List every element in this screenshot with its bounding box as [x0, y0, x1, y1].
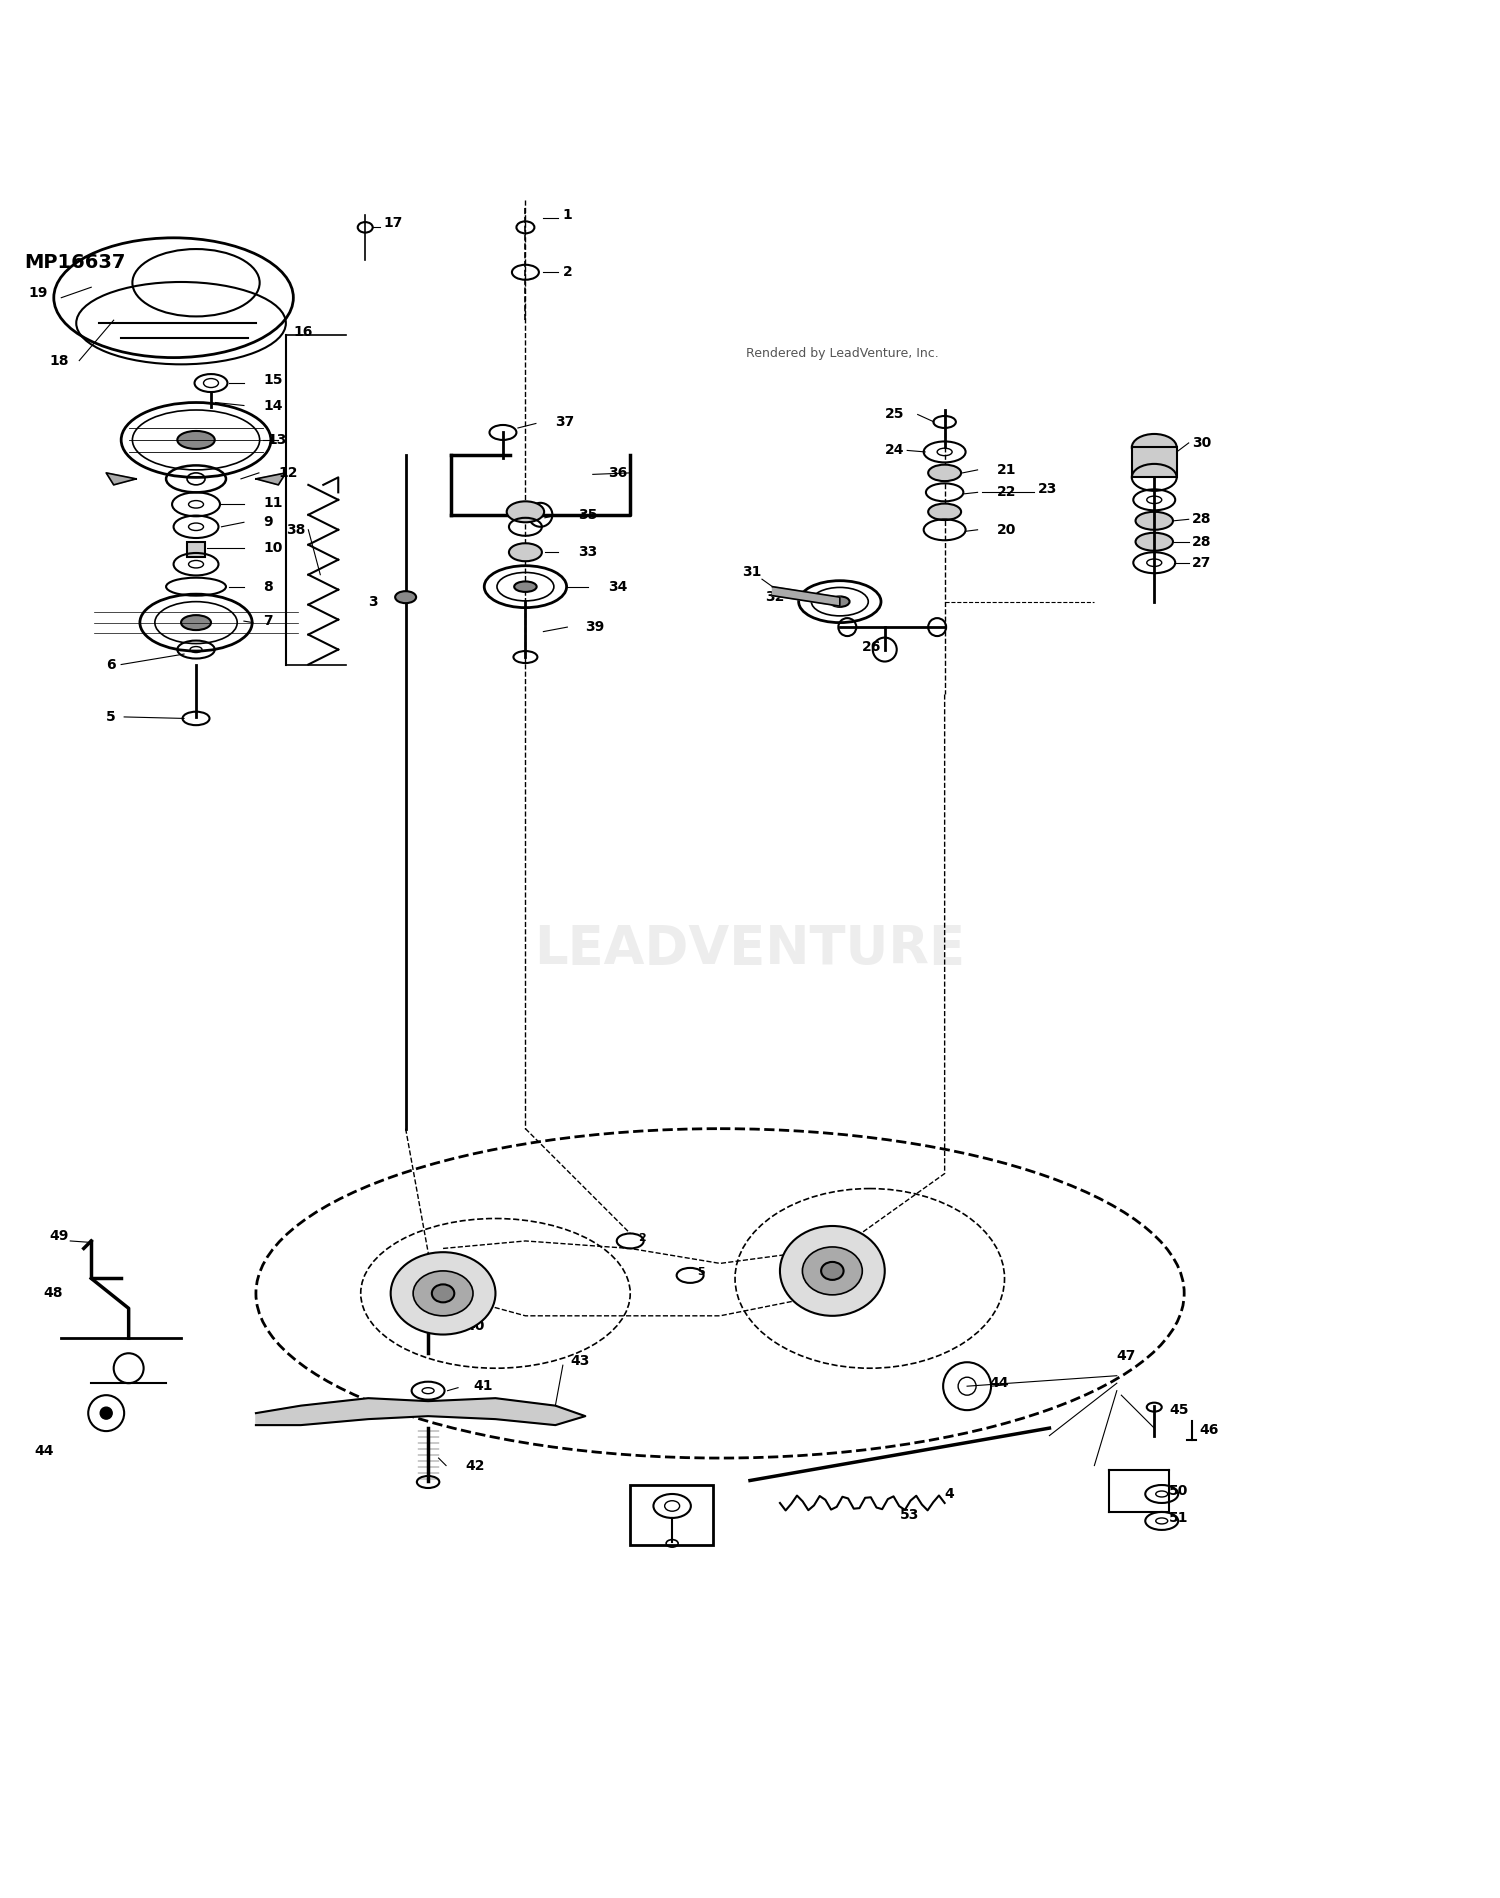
Bar [188, 541, 206, 556]
Ellipse shape [507, 501, 544, 522]
Text: 3: 3 [368, 594, 378, 609]
Text: 25: 25 [885, 408, 904, 421]
Text: 45: 45 [1168, 1403, 1188, 1418]
Ellipse shape [1136, 533, 1173, 550]
Bar [1132, 448, 1176, 478]
Text: 32: 32 [765, 590, 784, 604]
Text: 14: 14 [264, 399, 284, 412]
Polygon shape [256, 1399, 585, 1425]
Text: 31: 31 [742, 566, 762, 579]
Text: 6: 6 [106, 657, 116, 672]
Ellipse shape [177, 431, 214, 450]
Text: LEADVENTURE: LEADVENTURE [534, 922, 966, 976]
Text: 30: 30 [1191, 437, 1210, 450]
Text: 26: 26 [862, 640, 882, 653]
Text: Rendered by LeadVenture, Inc.: Rendered by LeadVenture, Inc. [746, 347, 939, 361]
Text: 35: 35 [578, 509, 597, 522]
Text: MP16637: MP16637 [24, 252, 124, 271]
Text: 40: 40 [465, 1319, 484, 1332]
Text: 13: 13 [268, 433, 288, 446]
Ellipse shape [182, 615, 212, 630]
Text: 5: 5 [698, 1268, 705, 1277]
Text: 8: 8 [264, 579, 273, 594]
Text: 12: 12 [279, 465, 298, 480]
Bar [630, 1484, 712, 1545]
Text: 16: 16 [294, 325, 312, 340]
Ellipse shape [802, 1247, 862, 1294]
Text: 22: 22 [998, 486, 1017, 499]
Ellipse shape [1132, 435, 1176, 461]
Text: 33: 33 [578, 545, 597, 560]
Ellipse shape [821, 1262, 843, 1279]
Text: 41: 41 [472, 1380, 492, 1393]
Text: 18: 18 [50, 353, 69, 368]
Text: 52: 52 [648, 1535, 666, 1549]
Text: 53: 53 [900, 1507, 920, 1522]
Text: 44: 44 [990, 1376, 1010, 1389]
Text: 28: 28 [1191, 512, 1210, 526]
Text: 20: 20 [998, 522, 1017, 537]
Text: 10: 10 [264, 541, 284, 554]
Text: 2: 2 [562, 266, 573, 279]
Text: 11: 11 [264, 495, 284, 511]
Ellipse shape [780, 1226, 885, 1315]
Text: 5: 5 [106, 710, 116, 723]
Text: 36: 36 [608, 465, 627, 480]
Ellipse shape [830, 596, 849, 607]
Text: 44: 44 [34, 1444, 54, 1458]
Text: 19: 19 [28, 287, 48, 300]
Text: 47: 47 [1118, 1349, 1136, 1363]
Ellipse shape [514, 581, 537, 592]
Text: 23: 23 [1038, 482, 1058, 497]
Ellipse shape [394, 590, 416, 604]
Text: 4: 4 [945, 1486, 954, 1501]
Text: 21: 21 [998, 463, 1017, 476]
Text: 7: 7 [264, 615, 273, 628]
Polygon shape [256, 473, 286, 484]
Text: 48: 48 [44, 1287, 63, 1300]
Text: 49: 49 [50, 1230, 69, 1243]
Text: 43: 43 [570, 1353, 590, 1368]
Polygon shape [772, 586, 840, 605]
Ellipse shape [432, 1285, 454, 1302]
Ellipse shape [928, 465, 962, 480]
Text: 15: 15 [264, 374, 284, 387]
Text: 9: 9 [264, 514, 273, 530]
Ellipse shape [390, 1253, 495, 1334]
Text: 39: 39 [585, 621, 604, 634]
Ellipse shape [509, 543, 542, 562]
Ellipse shape [413, 1272, 472, 1315]
Text: 34: 34 [608, 579, 627, 594]
Text: 28: 28 [1191, 535, 1210, 549]
Text: 38: 38 [286, 522, 304, 537]
Text: 1: 1 [562, 209, 573, 222]
Text: 2: 2 [638, 1234, 645, 1243]
Text: 51: 51 [1168, 1511, 1188, 1524]
Text: 17: 17 [382, 216, 402, 230]
Ellipse shape [419, 1317, 436, 1329]
Text: 42: 42 [465, 1458, 484, 1473]
Polygon shape [106, 473, 136, 484]
Text: 37: 37 [555, 416, 574, 429]
Text: 46: 46 [1198, 1424, 1218, 1437]
Ellipse shape [1136, 512, 1173, 530]
Text: 50: 50 [1168, 1484, 1188, 1498]
Text: 24: 24 [885, 444, 904, 457]
Text: 27: 27 [1191, 556, 1210, 569]
Ellipse shape [928, 503, 962, 520]
Circle shape [100, 1406, 112, 1420]
